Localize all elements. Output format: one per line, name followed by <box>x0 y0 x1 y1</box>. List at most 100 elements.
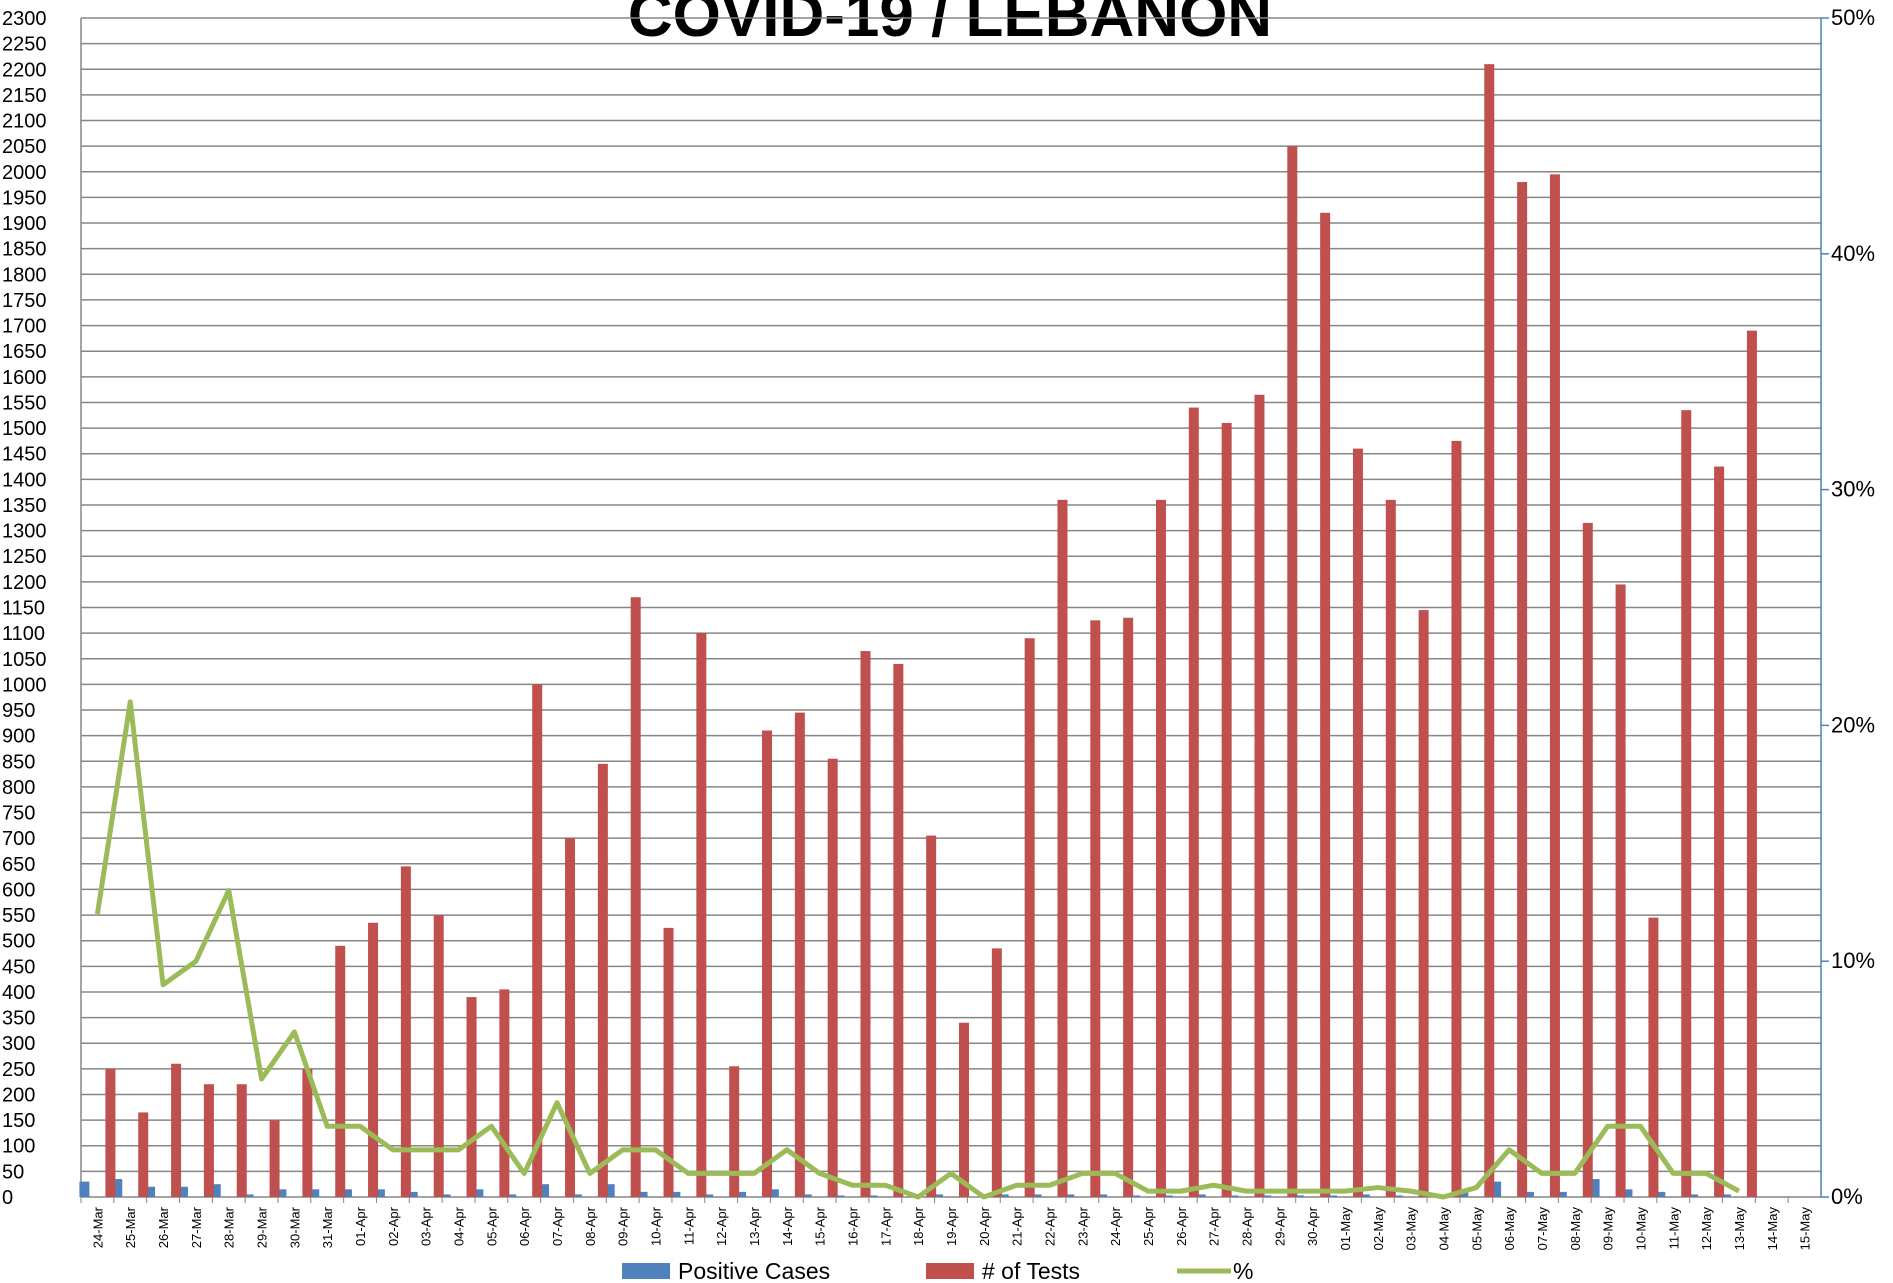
y2-tick-label: 30% <box>1831 477 1875 502</box>
bar <box>762 730 773 1197</box>
x-tick-label: 13-Apr <box>747 1206 762 1246</box>
bar <box>630 597 641 1197</box>
bar <box>827 758 838 1197</box>
bar <box>1090 620 1101 1197</box>
y-tick-label: 2050 <box>2 136 47 158</box>
x-tick-label: 30-Mar <box>287 1206 302 1248</box>
bar <box>1556 1191 1567 1197</box>
bar <box>1622 1189 1633 1197</box>
bar <box>1097 1194 1108 1197</box>
bar <box>440 1194 451 1197</box>
bar <box>1517 182 1528 1197</box>
bar <box>703 1194 714 1197</box>
x-tick-label: 27-Mar <box>189 1206 204 1248</box>
bar <box>374 1189 385 1197</box>
bar <box>1352 448 1363 1197</box>
bar <box>991 948 1002 1197</box>
bar <box>794 712 805 1197</box>
bar <box>1064 1194 1075 1197</box>
x-tick-label: 14-Apr <box>780 1206 795 1246</box>
y-tick-label: 550 <box>2 905 35 927</box>
y-tick-label: 2150 <box>2 85 47 107</box>
bar <box>801 1194 812 1197</box>
x-tick-label: 26-Mar <box>156 1206 171 1248</box>
y-tick-label: 0 <box>2 1187 13 1209</box>
x-tick-label: 16-Apr <box>846 1206 861 1246</box>
legend-marker <box>622 1263 670 1279</box>
bar <box>236 1084 247 1197</box>
bar <box>105 1068 116 1197</box>
x-tick-label: 10-May <box>1633 1207 1648 1251</box>
bar <box>1188 407 1199 1197</box>
bar <box>1385 499 1396 1197</box>
y-tick-label: 2300 <box>2 8 47 30</box>
x-tick-label: 28-Apr <box>1239 1206 1254 1246</box>
y-tick-label: 250 <box>2 1059 35 1081</box>
bar <box>539 1184 550 1197</box>
bar <box>959 1022 969 1197</box>
x-tick-label: 30-Apr <box>1305 1206 1320 1246</box>
legend-label: # of Tests <box>982 1258 1080 1283</box>
bar <box>1123 617 1134 1197</box>
x-tick-label: 06-Apr <box>517 1206 532 1246</box>
bar <box>1648 917 1659 1197</box>
y-tick-label: 2100 <box>2 111 47 133</box>
y-tick-label: 1600 <box>2 367 47 389</box>
y2-tick-label: 0% <box>1831 1184 1863 1209</box>
bar <box>1294 1195 1305 1197</box>
y-tick-label: 1800 <box>2 264 47 286</box>
x-tick-label: 07-May <box>1535 1207 1550 1251</box>
x-tick-label: 09-Apr <box>616 1206 631 1246</box>
y-tick-label: 1350 <box>2 495 47 517</box>
bar <box>1681 410 1692 1198</box>
y-tick-label: 450 <box>2 956 35 978</box>
x-tick-label: 06-May <box>1502 1207 1517 1251</box>
bar <box>506 1194 517 1197</box>
y-tick-label: 100 <box>2 1136 35 1158</box>
bar <box>565 838 576 1197</box>
y2-tick-label: 50% <box>1831 5 1875 30</box>
bar <box>302 1068 313 1197</box>
x-tick-label: 29-Mar <box>255 1206 270 1248</box>
bar <box>663 927 674 1197</box>
x-tick-label: 04-Apr <box>452 1206 467 1246</box>
x-tick-label: 05-May <box>1469 1207 1484 1251</box>
bar <box>670 1191 681 1197</box>
bar <box>1491 1181 1502 1197</box>
bar <box>729 1066 740 1197</box>
y-tick-label: 850 <box>2 751 35 773</box>
x-tick-label: 22-Apr <box>1042 1206 1057 1246</box>
bar <box>926 835 937 1197</box>
bar <box>768 1189 779 1197</box>
x-tick-label: 24-Apr <box>1108 1206 1123 1246</box>
y-tick-label: 650 <box>2 854 35 876</box>
bar <box>1746 330 1757 1198</box>
legend-marker <box>926 1263 974 1279</box>
bar <box>1688 1194 1699 1197</box>
bar <box>433 915 444 1197</box>
bar <box>368 922 379 1197</box>
chart-title: COVID-19 / LEBANON <box>628 0 1272 50</box>
bar <box>860 651 871 1197</box>
bar <box>604 1184 615 1197</box>
y-tick-label: 150 <box>2 1110 35 1132</box>
bar <box>79 1181 90 1197</box>
y-tick-label: 300 <box>2 1033 35 1055</box>
x-tick-label: 07-Apr <box>550 1206 565 1246</box>
y-tick-label: 1550 <box>2 392 47 414</box>
x-tick-label: 27-Apr <box>1207 1206 1222 1246</box>
x-tick-label: 15-May <box>1798 1207 1813 1251</box>
bar <box>1392 1195 1403 1197</box>
bar <box>867 1195 878 1197</box>
y-tick-label: 900 <box>2 726 35 748</box>
y2-tick-label: 20% <box>1831 712 1875 737</box>
y-tick-label: 800 <box>2 777 35 799</box>
x-tick-label: 01-Apr <box>353 1206 368 1246</box>
y-tick-label: 2200 <box>2 59 47 81</box>
y-tick-label: 1000 <box>2 674 47 696</box>
bar <box>696 633 707 1197</box>
bar <box>637 1191 648 1197</box>
bar <box>1261 1195 1272 1197</box>
y-tick-label: 1150 <box>2 598 45 620</box>
